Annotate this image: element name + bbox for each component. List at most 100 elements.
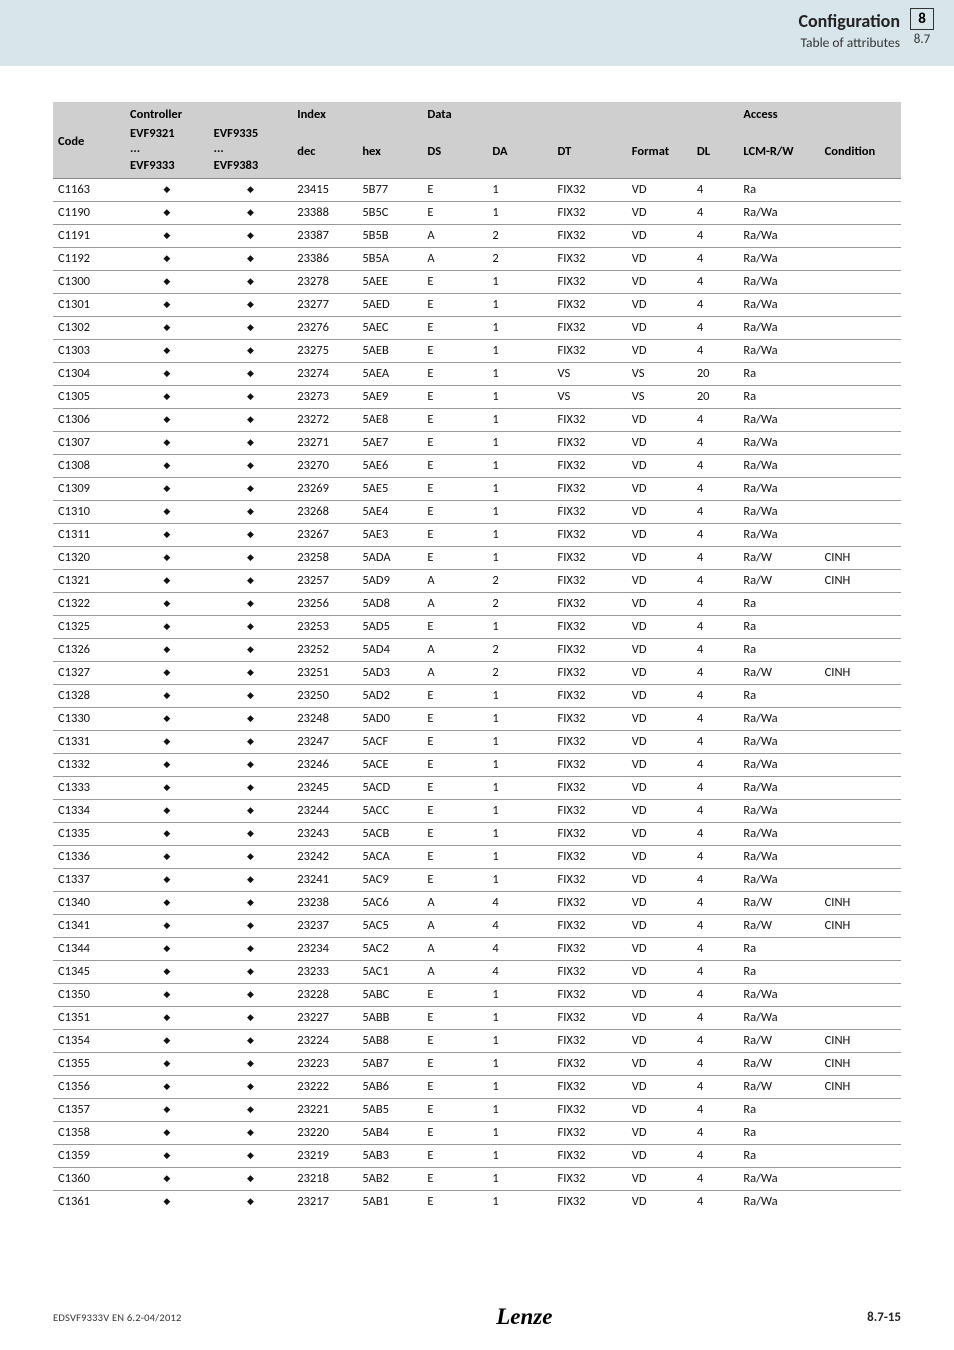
cell-cond: CINH <box>820 662 901 685</box>
cell-code: C1345 <box>53 961 125 984</box>
cell-dec: 23227 <box>292 1007 357 1030</box>
table-row: C1310◆◆232685AE4E1FIX32VD4Ra/Wa <box>53 501 901 524</box>
cell-da: 1 <box>487 363 552 386</box>
cell-dec: 23273 <box>292 386 357 409</box>
cell-dec: 23274 <box>292 363 357 386</box>
cell-cond <box>820 478 901 501</box>
cell-ctrl1: ◆ <box>125 271 209 294</box>
cell-code: C1356 <box>53 1076 125 1099</box>
cell-dt: VS <box>552 363 626 386</box>
cell-cond <box>820 363 901 386</box>
cell-dec: 23228 <box>292 984 357 1007</box>
cell-da: 1 <box>487 731 552 754</box>
cell-hex: 5AB1 <box>357 1191 422 1214</box>
cell-cond <box>820 731 901 754</box>
cell-ds: E <box>422 869 487 892</box>
cell-ctrl2: ◆ <box>209 248 293 271</box>
cell-dec: 23253 <box>292 616 357 639</box>
cell-dec: 23271 <box>292 432 357 455</box>
cell-dec: 23245 <box>292 777 357 800</box>
cell-hex: 5AC1 <box>357 961 422 984</box>
cell-hex: 5B5A <box>357 248 422 271</box>
cell-dec: 23258 <box>292 547 357 570</box>
th-index: Index <box>292 102 422 124</box>
cell-dt: FIX32 <box>552 1191 626 1214</box>
cell-dt: FIX32 <box>552 662 626 685</box>
table-row: C1311◆◆232675AE3E1FIX32VD4Ra/Wa <box>53 524 901 547</box>
cell-dl: 4 <box>692 432 739 455</box>
cell-da: 1 <box>487 777 552 800</box>
cell-ctrl2: ◆ <box>209 271 293 294</box>
cell-dt: FIX32 <box>552 685 626 708</box>
cell-ds: A <box>422 961 487 984</box>
cell-dec: 23234 <box>292 938 357 961</box>
cell-code: C1337 <box>53 869 125 892</box>
cell-da: 1 <box>487 294 552 317</box>
cell-lcm: Ra/Wa <box>738 754 819 777</box>
cell-code: C1358 <box>53 1122 125 1145</box>
th-evf9333: EVF9333 <box>125 158 209 179</box>
cell-dec: 23268 <box>292 501 357 524</box>
cell-dl: 4 <box>692 1145 739 1168</box>
cell-ds: A <box>422 938 487 961</box>
cell-da: 1 <box>487 455 552 478</box>
cell-lcm: Ra <box>738 685 819 708</box>
cell-ctrl1: ◆ <box>125 846 209 869</box>
cell-ctrl2: ◆ <box>209 1168 293 1191</box>
cell-fmt: VD <box>627 340 692 363</box>
cell-fmt: VD <box>627 823 692 846</box>
cell-ds: E <box>422 1030 487 1053</box>
cell-lcm: Ra/W <box>738 892 819 915</box>
cell-code: C1357 <box>53 1099 125 1122</box>
th-evf9335-label: EVF9335 <box>214 126 259 141</box>
cell-ctrl1: ◆ <box>125 823 209 846</box>
cell-code: C1341 <box>53 915 125 938</box>
cell-ds: E <box>422 202 487 225</box>
cell-lcm: Ra/Wa <box>738 1191 819 1214</box>
cell-code: C1309 <box>53 478 125 501</box>
cell-fmt: VD <box>627 1076 692 1099</box>
cell-dl: 4 <box>692 800 739 823</box>
cell-ctrl2: ◆ <box>209 386 293 409</box>
cell-dl: 4 <box>692 731 739 754</box>
cell-da: 1 <box>487 1030 552 1053</box>
cell-ctrl1: ◆ <box>125 340 209 363</box>
cell-cond <box>820 1007 901 1030</box>
cell-fmt: VD <box>627 547 692 570</box>
cell-ctrl1: ◆ <box>125 179 209 202</box>
cell-ds: E <box>422 294 487 317</box>
cell-cond: CINH <box>820 1030 901 1053</box>
table-row: C1163◆◆234155B77E1FIX32VD4Ra <box>53 179 901 202</box>
cell-ds: E <box>422 340 487 363</box>
cell-fmt: VD <box>627 1030 692 1053</box>
cell-fmt: VD <box>627 892 692 915</box>
cell-code: C1331 <box>53 731 125 754</box>
cell-code: C1333 <box>53 777 125 800</box>
cell-hex: 5AE5 <box>357 478 422 501</box>
cell-code: C1301 <box>53 294 125 317</box>
cell-ctrl2: ◆ <box>209 340 293 363</box>
cell-ctrl1: ◆ <box>125 708 209 731</box>
cell-code: C1304 <box>53 363 125 386</box>
cell-da: 4 <box>487 938 552 961</box>
cell-da: 2 <box>487 639 552 662</box>
cell-dl: 4 <box>692 340 739 363</box>
cell-ctrl2: ◆ <box>209 1076 293 1099</box>
cell-ds: E <box>422 1122 487 1145</box>
table-row: C1360◆◆232185AB2E1FIX32VD4Ra/Wa <box>53 1168 901 1191</box>
table-row: C1191◆◆233875B5BA2FIX32VD4Ra/Wa <box>53 225 901 248</box>
table-row: C1328◆◆232505AD2E1FIX32VD4Ra <box>53 685 901 708</box>
cell-dl: 4 <box>692 846 739 869</box>
cell-cond <box>820 179 901 202</box>
cell-fmt: VD <box>627 1145 692 1168</box>
cell-code: C1300 <box>53 271 125 294</box>
cell-code: C1191 <box>53 225 125 248</box>
attributes-table: Code Controller Index Data Access EVF932… <box>53 102 901 1213</box>
cell-dt: FIX32 <box>552 593 626 616</box>
cell-dt: FIX32 <box>552 432 626 455</box>
cell-dt: FIX32 <box>552 478 626 501</box>
cell-dec: 23276 <box>292 317 357 340</box>
cell-fmt: VD <box>627 478 692 501</box>
cell-ctrl1: ◆ <box>125 1145 209 1168</box>
cell-ds: E <box>422 1191 487 1214</box>
